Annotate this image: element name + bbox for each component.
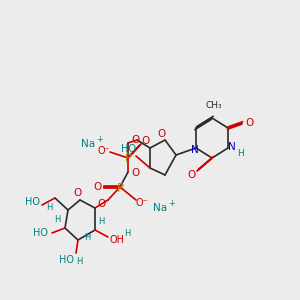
Text: OH: OH bbox=[110, 235, 124, 245]
Text: O: O bbox=[131, 135, 139, 145]
Text: H: H bbox=[46, 203, 52, 212]
Text: H: H bbox=[98, 218, 104, 226]
Text: P: P bbox=[116, 182, 124, 194]
Text: N: N bbox=[191, 145, 199, 155]
Text: O: O bbox=[94, 182, 102, 192]
Text: HO: HO bbox=[32, 228, 47, 238]
Text: O: O bbox=[131, 168, 139, 178]
Text: O: O bbox=[74, 188, 82, 198]
Text: H: H bbox=[124, 229, 130, 238]
Text: CH₃: CH₃ bbox=[206, 101, 222, 110]
Text: Na: Na bbox=[153, 203, 167, 213]
Text: Na: Na bbox=[81, 139, 95, 149]
Text: P: P bbox=[124, 152, 131, 166]
Text: H: H bbox=[76, 256, 82, 266]
Text: O⁻: O⁻ bbox=[98, 146, 110, 156]
Text: O⁻: O⁻ bbox=[136, 198, 148, 208]
Text: O: O bbox=[97, 199, 105, 209]
Text: O: O bbox=[141, 136, 149, 146]
Text: HO: HO bbox=[121, 144, 136, 154]
Text: O: O bbox=[158, 129, 166, 139]
Text: O: O bbox=[188, 170, 196, 180]
Text: N: N bbox=[228, 142, 236, 152]
Text: H: H bbox=[84, 232, 90, 242]
Text: HO: HO bbox=[58, 255, 74, 265]
Text: +: + bbox=[169, 199, 176, 208]
Text: HO: HO bbox=[25, 197, 40, 207]
Text: H: H bbox=[54, 215, 60, 224]
Text: +: + bbox=[97, 134, 104, 143]
Text: H: H bbox=[237, 148, 243, 158]
Text: O: O bbox=[245, 118, 253, 128]
